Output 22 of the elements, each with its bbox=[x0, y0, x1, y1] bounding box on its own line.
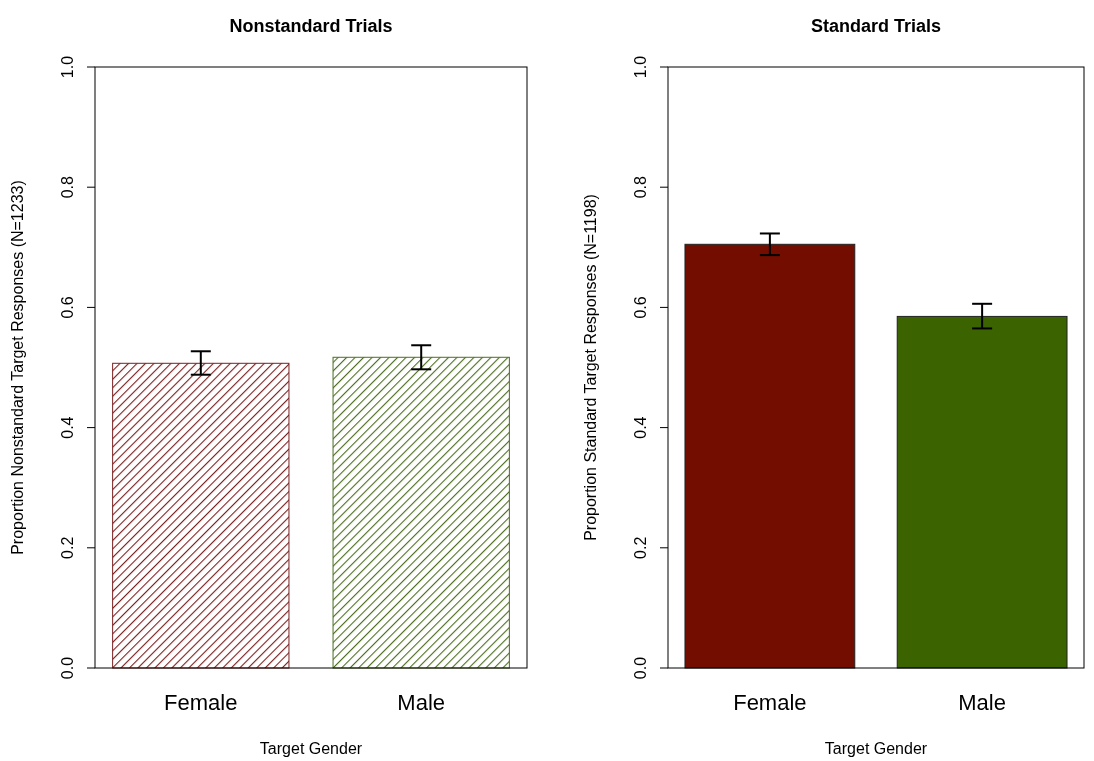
x-tick-label: Male bbox=[397, 690, 446, 715]
y-tick-label: 0.4 bbox=[632, 416, 649, 439]
y-tick-label: 1.0 bbox=[632, 55, 649, 79]
x-tick-label: Female bbox=[164, 690, 238, 715]
chart-title: Standard Trials bbox=[810, 16, 942, 36]
y-tick-label: 0.0 bbox=[59, 656, 76, 680]
chart-title: Nonstandard Trials bbox=[229, 16, 393, 36]
x-axis-title: Target Gender bbox=[259, 740, 363, 757]
y-tick-label: 0.4 bbox=[59, 416, 76, 439]
y-tick-label: 0.6 bbox=[59, 296, 76, 319]
y-tick-label: 0.0 bbox=[632, 656, 649, 680]
y-tick-label: 0.8 bbox=[59, 175, 76, 199]
y-tick-label: 0.8 bbox=[632, 175, 649, 199]
y-tick-label: 0.6 bbox=[632, 296, 649, 319]
y-tick-label: 0.2 bbox=[59, 536, 76, 559]
y-axis-title: Proportion Standard Target Responses (N=1198) bbox=[582, 194, 599, 541]
y-axis-title: Proportion Nonstandard Target Responses (N=1233) bbox=[9, 180, 26, 555]
x-axis-title: Target Gender bbox=[824, 740, 928, 757]
y-tick-label: 0.2 bbox=[632, 536, 649, 559]
x-tick-label: Male bbox=[958, 690, 1006, 715]
x-tick-label: Female bbox=[733, 690, 807, 715]
y-tick-label: 1.0 bbox=[59, 55, 76, 79]
